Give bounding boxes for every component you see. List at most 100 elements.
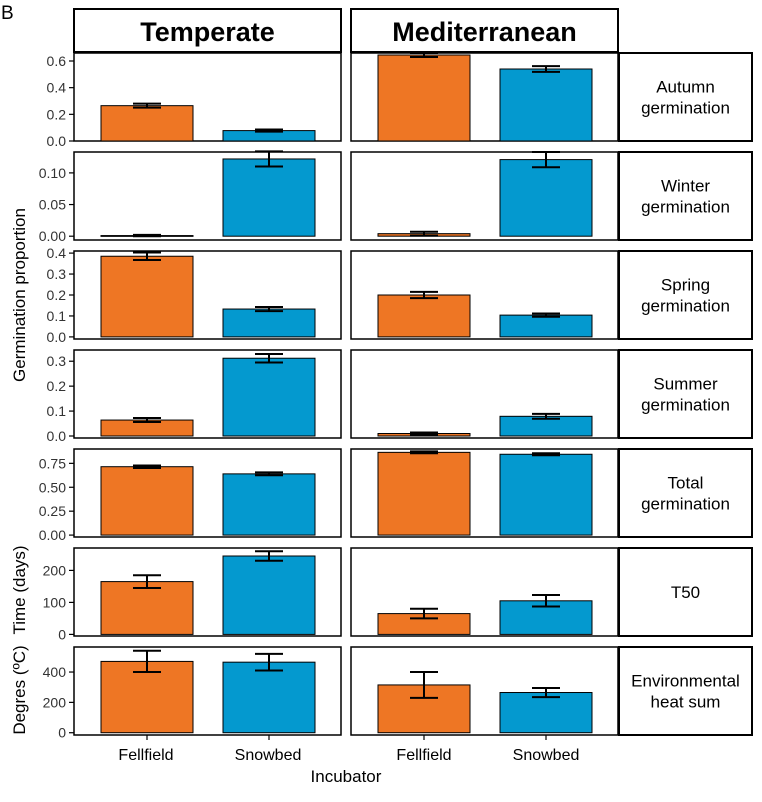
row-strip-label: T50 xyxy=(671,583,700,602)
facet-panel-mediterranean-row-7 xyxy=(350,646,619,740)
row-strip-4: Summer germination xyxy=(618,349,753,439)
error-bar-temperate-snowbed xyxy=(255,128,283,133)
y-tick-label: 0.2 xyxy=(47,106,67,122)
y-tick-label: 400 xyxy=(43,664,67,680)
column-title-temperate: Temperate xyxy=(140,17,275,47)
column-header-mediterranean: Mediterranean xyxy=(350,8,619,53)
error-bar-mediterranean-fellfield xyxy=(410,431,438,436)
facet-panel-mediterranean-row-6 xyxy=(350,547,619,637)
y-tick-label: 0.1 xyxy=(47,308,67,324)
x-tick-label-temperate-fellfield: Fellfield xyxy=(118,747,173,764)
facet-panel-mediterranean-row-4 xyxy=(350,349,619,439)
x-axis-label: Incubator xyxy=(311,767,382,786)
row-strip-7: Environmental heat sum xyxy=(618,646,753,736)
facet-panel-temperate-row-3: 0.0 0.1 0.2 0.3 0.4 xyxy=(47,245,342,345)
bar-temperate-snowbed xyxy=(222,158,316,237)
row-strip-6: T50 xyxy=(618,547,753,637)
bar-mediterranean-snowbed xyxy=(499,453,593,536)
row-strip-2: Winter germination xyxy=(618,151,753,241)
error-bar-mediterranean-fellfield xyxy=(410,671,438,699)
y-axis-label-heat: Degres (ºC) xyxy=(10,645,29,734)
y-tick-label: 0.4 xyxy=(47,245,67,261)
row-strip-label: heat sum xyxy=(651,693,721,712)
y-tick-label: 0.10 xyxy=(39,165,66,181)
bar-mediterranean-fellfield xyxy=(377,54,471,142)
error-bar-mediterranean-fellfield xyxy=(410,52,438,58)
error-bar-mediterranean-snowbed xyxy=(532,594,560,608)
error-bar-temperate-snowbed xyxy=(255,652,283,672)
error-bar-mediterranean-snowbed xyxy=(532,312,560,318)
y-tick-label: 0.0 xyxy=(47,329,67,345)
row-strip-label: Winter xyxy=(661,177,710,196)
bar-temperate-snowbed xyxy=(222,308,316,338)
error-bar-mediterranean-snowbed xyxy=(532,151,560,169)
y-tick-label: 0.00 xyxy=(39,228,66,244)
row-strip-label: germination xyxy=(641,396,730,415)
facet-panel-temperate-row-6: 0 100 200 xyxy=(43,547,342,642)
error-bar-temperate-fellfield xyxy=(133,251,161,262)
bar-temperate-fellfield xyxy=(100,105,194,142)
bar-temperate-fellfield xyxy=(100,660,194,734)
error-bar-mediterranean-fellfield xyxy=(410,450,438,455)
y-tick-label: 0.6 xyxy=(47,53,67,69)
y-tick-label: 0.50 xyxy=(39,479,66,495)
error-bar-mediterranean-fellfield xyxy=(410,230,438,237)
row-strip-label: germination xyxy=(641,99,730,118)
y-tick-label: 0.0 xyxy=(47,133,67,149)
error-bar-temperate-snowbed xyxy=(255,550,283,562)
error-bar-temperate-snowbed xyxy=(255,471,283,477)
error-bar-temperate-snowbed xyxy=(255,150,283,168)
y-tick-label: 0.0 xyxy=(47,428,67,444)
y-tick-label: 0 xyxy=(58,626,66,642)
error-bar-mediterranean-snowbed xyxy=(532,452,560,457)
error-bar-temperate-fellfield xyxy=(133,574,161,589)
row-strip-label: Summer xyxy=(653,375,718,394)
error-bar-temperate-fellfield xyxy=(133,649,161,674)
error-bar-mediterranean-snowbed xyxy=(532,65,560,73)
error-bar-temperate-snowbed xyxy=(255,352,283,364)
y-tick-label: 0.2 xyxy=(47,287,67,303)
error-bar-mediterranean-snowbed xyxy=(532,686,560,699)
bar-temperate-snowbed xyxy=(222,357,316,437)
error-bar-temperate-fellfield xyxy=(133,464,161,469)
y-tick-label: 0.05 xyxy=(39,197,66,213)
row-strip-box xyxy=(618,250,753,340)
bar-temperate-fellfield xyxy=(100,255,194,338)
error-bar-temperate-fellfield xyxy=(133,233,161,238)
facet-panel-temperate-row-5: 0.00 0.25 0.50 0.75 xyxy=(39,448,342,543)
y-tick-label: 0.4 xyxy=(47,80,67,96)
x-tick-label-mediterranean-fellfield: Fellfield xyxy=(396,747,451,764)
column-title-mediterranean: Mediterranean xyxy=(392,17,577,47)
bar-temperate-snowbed xyxy=(222,661,316,734)
y-tick-label: 0.3 xyxy=(47,266,67,282)
y-tick-label: 0.3 xyxy=(47,353,67,369)
facet-panel-mediterranean-row-3 xyxy=(350,250,619,340)
facet-panel-temperate-row-2: 0.00 0.05 0.10 xyxy=(39,150,342,244)
y-tick-label: 0.1 xyxy=(47,403,67,419)
y-tick-label: 0.75 xyxy=(39,455,66,471)
row-strip-label: Autumn xyxy=(656,78,715,97)
y-axis-label-germination: Germination proportion xyxy=(10,208,29,382)
row-strip-label: germination xyxy=(641,495,730,514)
row-strip-box xyxy=(618,547,753,637)
row-strip-label: germination xyxy=(641,297,730,316)
column-header-temperate: Temperate xyxy=(73,8,342,53)
bar-temperate-fellfield xyxy=(100,581,194,635)
y-tick-label: 0.2 xyxy=(47,378,67,394)
bar-mediterranean-snowbed xyxy=(499,68,593,142)
row-strip-box xyxy=(618,349,753,439)
row-strip-box xyxy=(618,646,753,736)
bar-mediterranean-snowbed xyxy=(499,314,593,338)
facet-grid: 0.00.20.40.6Autumngermination0.000.050.1… xyxy=(39,52,753,741)
error-bar-mediterranean-fellfield xyxy=(410,607,438,620)
error-bar-temperate-fellfield xyxy=(133,102,161,109)
bar-mediterranean-snowbed xyxy=(499,692,593,734)
y-tick-label: 0.00 xyxy=(39,527,66,543)
x-tick-label-temperate-snowbed: Snowbed xyxy=(235,747,302,764)
x-tick-label-mediterranean-snowbed: Snowbed xyxy=(513,747,580,764)
row-strip-5: Total germination xyxy=(618,448,753,538)
bar-temperate-snowbed xyxy=(222,555,316,635)
facet-panel-mediterranean-row-2 xyxy=(350,151,619,241)
row-strip-box xyxy=(618,151,753,241)
